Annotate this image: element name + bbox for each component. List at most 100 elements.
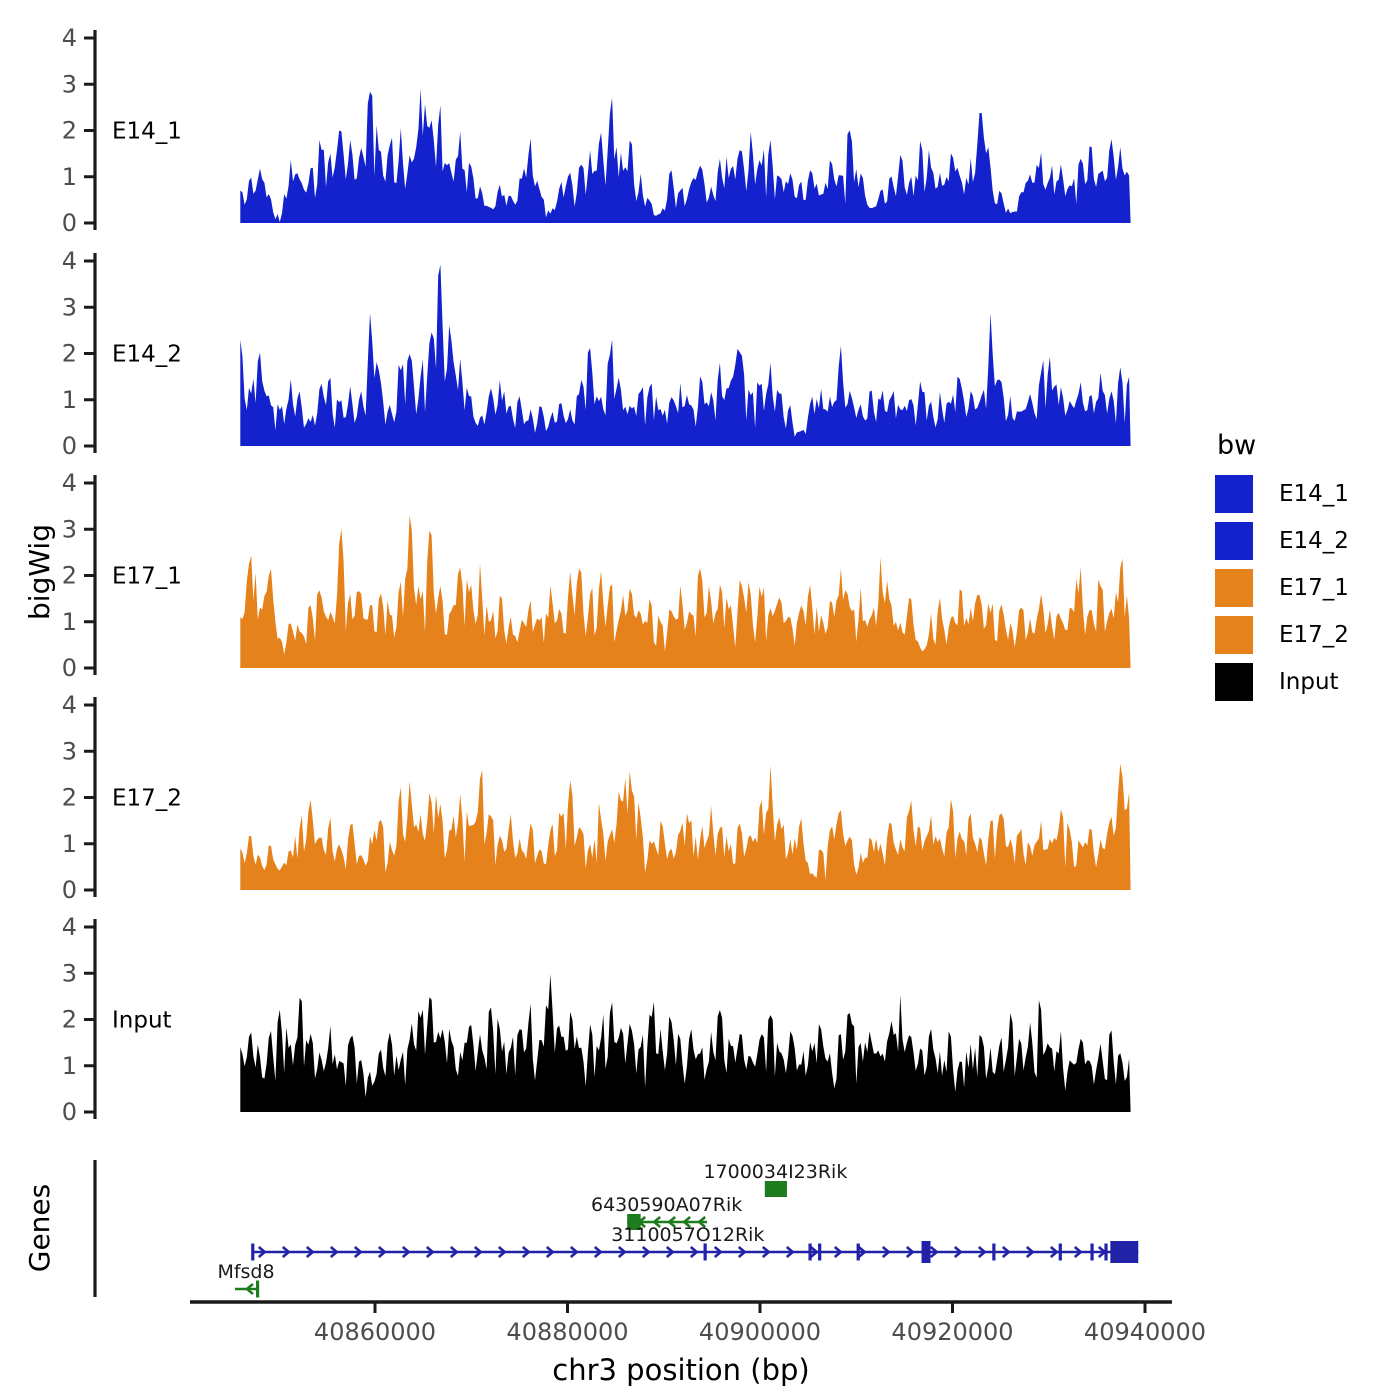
strand-arrow-icon: [833, 1246, 843, 1258]
legend-item: E17_1: [1215, 569, 1349, 607]
exon-box: [764, 1181, 787, 1197]
legend-label: E14_2: [1279, 528, 1349, 554]
x-axis: 40860000 40880000 40900000 40920000 40940000…: [190, 1300, 1206, 1387]
x-tick-label: 40920000: [891, 1318, 1013, 1346]
strand-arrow-icon: [641, 1246, 651, 1258]
exon-mark: [856, 1243, 860, 1261]
track-panel: 0 1 2 3 4 Input: [62, 913, 1131, 1126]
legend-label: E17_1: [1279, 575, 1349, 601]
track-panel: 0 1 2 3 4 E14_1: [62, 24, 1131, 237]
strand-arrow-icon: [425, 1246, 435, 1258]
strand-arrow-icon: [377, 1246, 387, 1258]
strand-arrow-icon: [682, 1216, 692, 1228]
y-tick-label: 3: [62, 515, 77, 543]
gene-model: 6430590A07Rik: [591, 1194, 742, 1230]
exon-mark: [703, 1243, 707, 1261]
y-tick-label: 3: [62, 293, 77, 321]
y-tick-label: 2: [62, 784, 77, 812]
strand-arrow-icon: [449, 1246, 459, 1258]
strand-arrow-icon: [737, 1246, 747, 1258]
strand-arrow-icon: [329, 1246, 339, 1258]
gene-model: Mfsd8: [217, 1261, 275, 1298]
x-tick-label: 40900000: [699, 1318, 821, 1346]
x-tick-label: 40940000: [1084, 1318, 1206, 1346]
strand-arrow-icon: [497, 1246, 507, 1258]
track-label: E17_1: [112, 564, 182, 590]
y-tick-label: 4: [62, 247, 77, 275]
strand-arrow-icon: [697, 1216, 707, 1228]
exon-mark: [818, 1243, 822, 1261]
x-tick-label: 40860000: [314, 1318, 436, 1346]
legend-item: E14_2: [1215, 522, 1349, 560]
exon-mark: [1090, 1243, 1094, 1261]
signal-tracks: 0 1 2 3 4 E14_1 0 1 2 3 4 E14_2 0 1 2 3 4 E17_1 0 1 2 3 4 E17_2…: [62, 24, 1131, 1126]
track-label: Input: [112, 1008, 172, 1034]
y-tick-label: 3: [62, 737, 77, 765]
gene-model: 3110057O12Rik: [251, 1224, 1139, 1263]
strand-arrow-icon: [244, 1283, 254, 1295]
strand-arrow-icon: [521, 1246, 531, 1258]
exon-mark: [808, 1243, 812, 1261]
y-tick-label: 1: [62, 163, 77, 191]
gene-label: 6430590A07Rik: [591, 1194, 742, 1216]
y-tick-label: 2: [62, 1006, 77, 1034]
strand-arrow-icon: [785, 1246, 795, 1258]
y-tick-label: 4: [62, 24, 77, 52]
legend-item: E17_2: [1215, 616, 1349, 654]
exon-mark: [255, 1280, 260, 1298]
gene-label: 1700034I23Rik: [703, 1161, 847, 1183]
legend-swatch-icon: [1215, 663, 1253, 701]
strand-arrow-icon: [353, 1246, 363, 1258]
y-tick-label: 2: [62, 117, 77, 145]
track-panel: 0 1 2 3 4 E17_2: [62, 691, 1131, 904]
y-tick-label: 4: [62, 469, 77, 497]
strand-arrow-icon: [689, 1246, 699, 1258]
coverage-area-E17_2: [240, 763, 1131, 890]
x-tick-label: 40880000: [506, 1318, 628, 1346]
exon-mark: [992, 1243, 996, 1261]
legend-swatch-icon: [1215, 522, 1253, 560]
strand-arrow-icon: [593, 1246, 603, 1258]
exon-mark: [921, 1241, 931, 1263]
y-tick-label: 1: [62, 608, 77, 636]
strand-arrow-icon: [761, 1246, 771, 1258]
y-tick-label: 0: [62, 1098, 77, 1126]
exon-mark: [1058, 1243, 1062, 1261]
strand-arrow-icon: [953, 1246, 963, 1258]
strand-arrow-icon: [305, 1246, 315, 1258]
y-tick-label: 1: [62, 830, 77, 858]
y-tick-label: 4: [62, 913, 77, 941]
y-tick-label: 0: [62, 432, 77, 460]
legend-item: E14_1: [1215, 475, 1349, 513]
track-label: E14_2: [112, 342, 182, 368]
strand-arrow-icon: [857, 1246, 867, 1258]
strand-arrow-icon: [1073, 1246, 1083, 1258]
strand-arrow-icon: [281, 1246, 291, 1258]
y-tick-label: 2: [62, 562, 77, 590]
strand-arrow-icon: [257, 1246, 267, 1258]
strand-arrow-icon: [1001, 1246, 1011, 1258]
strand-arrow-icon: [1025, 1246, 1035, 1258]
legend-title: bw: [1217, 430, 1257, 461]
strand-arrow-icon: [569, 1246, 579, 1258]
legend: bw E14_1 E14_2 E17_1 E17_2 Input: [1215, 430, 1349, 710]
strand-arrow-icon: [929, 1246, 939, 1258]
legend-items: E14_1 E14_2 E17_1 E17_2 Input: [1215, 475, 1349, 701]
strand-arrow-icon: [545, 1246, 555, 1258]
strand-arrow-icon: [713, 1246, 723, 1258]
legend-swatch-icon: [1215, 569, 1253, 607]
strand-arrow-icon: [401, 1246, 411, 1258]
track-panel: 0 1 2 3 4 E14_2: [62, 247, 1131, 460]
coverage-area-E14_1: [240, 88, 1131, 223]
y-tick-label: 2: [62, 340, 77, 368]
y-tick-label: 1: [62, 386, 77, 414]
exon-mark: [251, 1243, 255, 1261]
legend-swatch-icon: [1215, 616, 1253, 654]
gene-model: 1700034I23Rik: [703, 1161, 847, 1197]
strand-arrow-icon: [667, 1216, 677, 1228]
strand-arrow-icon: [977, 1246, 987, 1258]
legend-label: Input: [1279, 669, 1339, 695]
legend-label: E17_2: [1279, 622, 1349, 648]
strand-arrow-icon: [652, 1216, 662, 1228]
track-label: E17_2: [112, 786, 182, 812]
